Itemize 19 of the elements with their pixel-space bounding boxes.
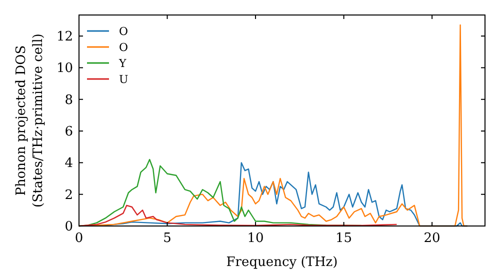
- y-tick-label: 2: [64, 188, 73, 203]
- x-tick-label: 5: [163, 231, 172, 246]
- y-tick-label: 10: [56, 61, 73, 76]
- legend-label: Y: [118, 57, 127, 70]
- y-tick-label: 0: [64, 220, 73, 234]
- legend-label: O: [119, 41, 128, 54]
- x-tick-label: 10: [247, 231, 264, 246]
- x-tick-label: 15: [336, 231, 352, 246]
- x-tick-label: 20: [424, 231, 440, 246]
- x-axis-title: Frequency (THz): [226, 255, 338, 270]
- y-tick-label: 6: [64, 124, 73, 140]
- x-tick-label: 0: [74, 231, 84, 246]
- y-tick-label: 12: [56, 30, 73, 45]
- legend-label: U: [119, 73, 128, 86]
- line-series: [78, 204, 398, 227]
- y-tick-label: 4: [64, 156, 73, 172]
- y-axis-title: Phonon projected DOS (States/THz·primitive cell): [14, 33, 46, 208]
- y-tick-label: 8: [64, 92, 73, 108]
- legend-label: O: [119, 25, 128, 38]
